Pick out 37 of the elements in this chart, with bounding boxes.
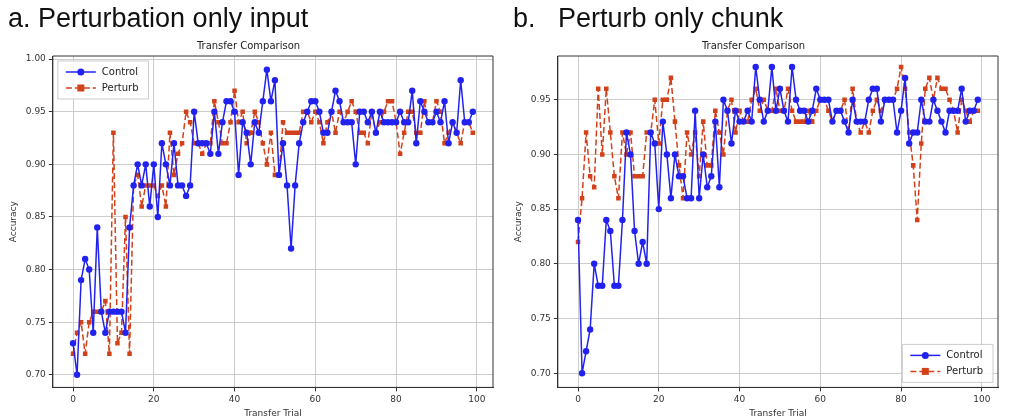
x-axis-title: Transfer Trial: [243, 407, 302, 418]
x-tick-label: 40: [228, 394, 241, 405]
y-tick-label: 0.85: [530, 203, 551, 214]
chart-subtitle: Transfer Comparison: [700, 39, 806, 51]
y-tick-label: 0.85: [25, 211, 46, 222]
y-tick-label: 1.00: [25, 53, 47, 64]
y-tick-label: 0.95: [530, 94, 551, 105]
legend-label: Control: [101, 65, 138, 77]
y-tick-label: 0.70: [25, 369, 47, 380]
legend-label: Perturb: [946, 364, 983, 376]
x-tick-label: 100: [468, 394, 486, 405]
x-tick-label: 100: [973, 394, 991, 405]
y-tick-label: 0.80: [25, 263, 47, 274]
y-tick-label: 0.80: [530, 258, 552, 269]
x-tick-label: 80: [895, 394, 908, 405]
x-tick-label: 20: [653, 394, 665, 405]
y-tick-label: 0.70: [530, 367, 552, 378]
x-tick-label: 60: [814, 394, 827, 405]
y-axis-title: Accuracy: [512, 200, 523, 243]
x-tick-label: 40: [733, 394, 746, 405]
legend-label: Perturb: [101, 81, 139, 93]
chart-title: b. Perturb only chunk: [512, 2, 785, 35]
x-tick-label: 20: [148, 394, 160, 405]
y-tick-label: 0.75: [530, 312, 551, 323]
x-tick-label: 0: [70, 394, 77, 405]
y-axis-title: Accuracy: [7, 200, 18, 243]
legend-label: Control: [946, 348, 983, 360]
chart-subtitle: Transfer Comparison: [195, 39, 301, 51]
y-tick-label: 0.95: [25, 106, 46, 117]
x-tick-label: 80: [390, 394, 403, 405]
x-axis-title: Transfer Trial: [748, 407, 807, 418]
y-tick-label: 0.75: [25, 316, 46, 327]
chart-title: a. Perturbation only input: [7, 2, 310, 35]
x-tick-label: 0: [575, 394, 582, 405]
x-tick-label: 60: [309, 394, 322, 405]
y-tick-label: 0.90: [25, 158, 47, 169]
y-tick-label: 0.90: [530, 148, 552, 159]
